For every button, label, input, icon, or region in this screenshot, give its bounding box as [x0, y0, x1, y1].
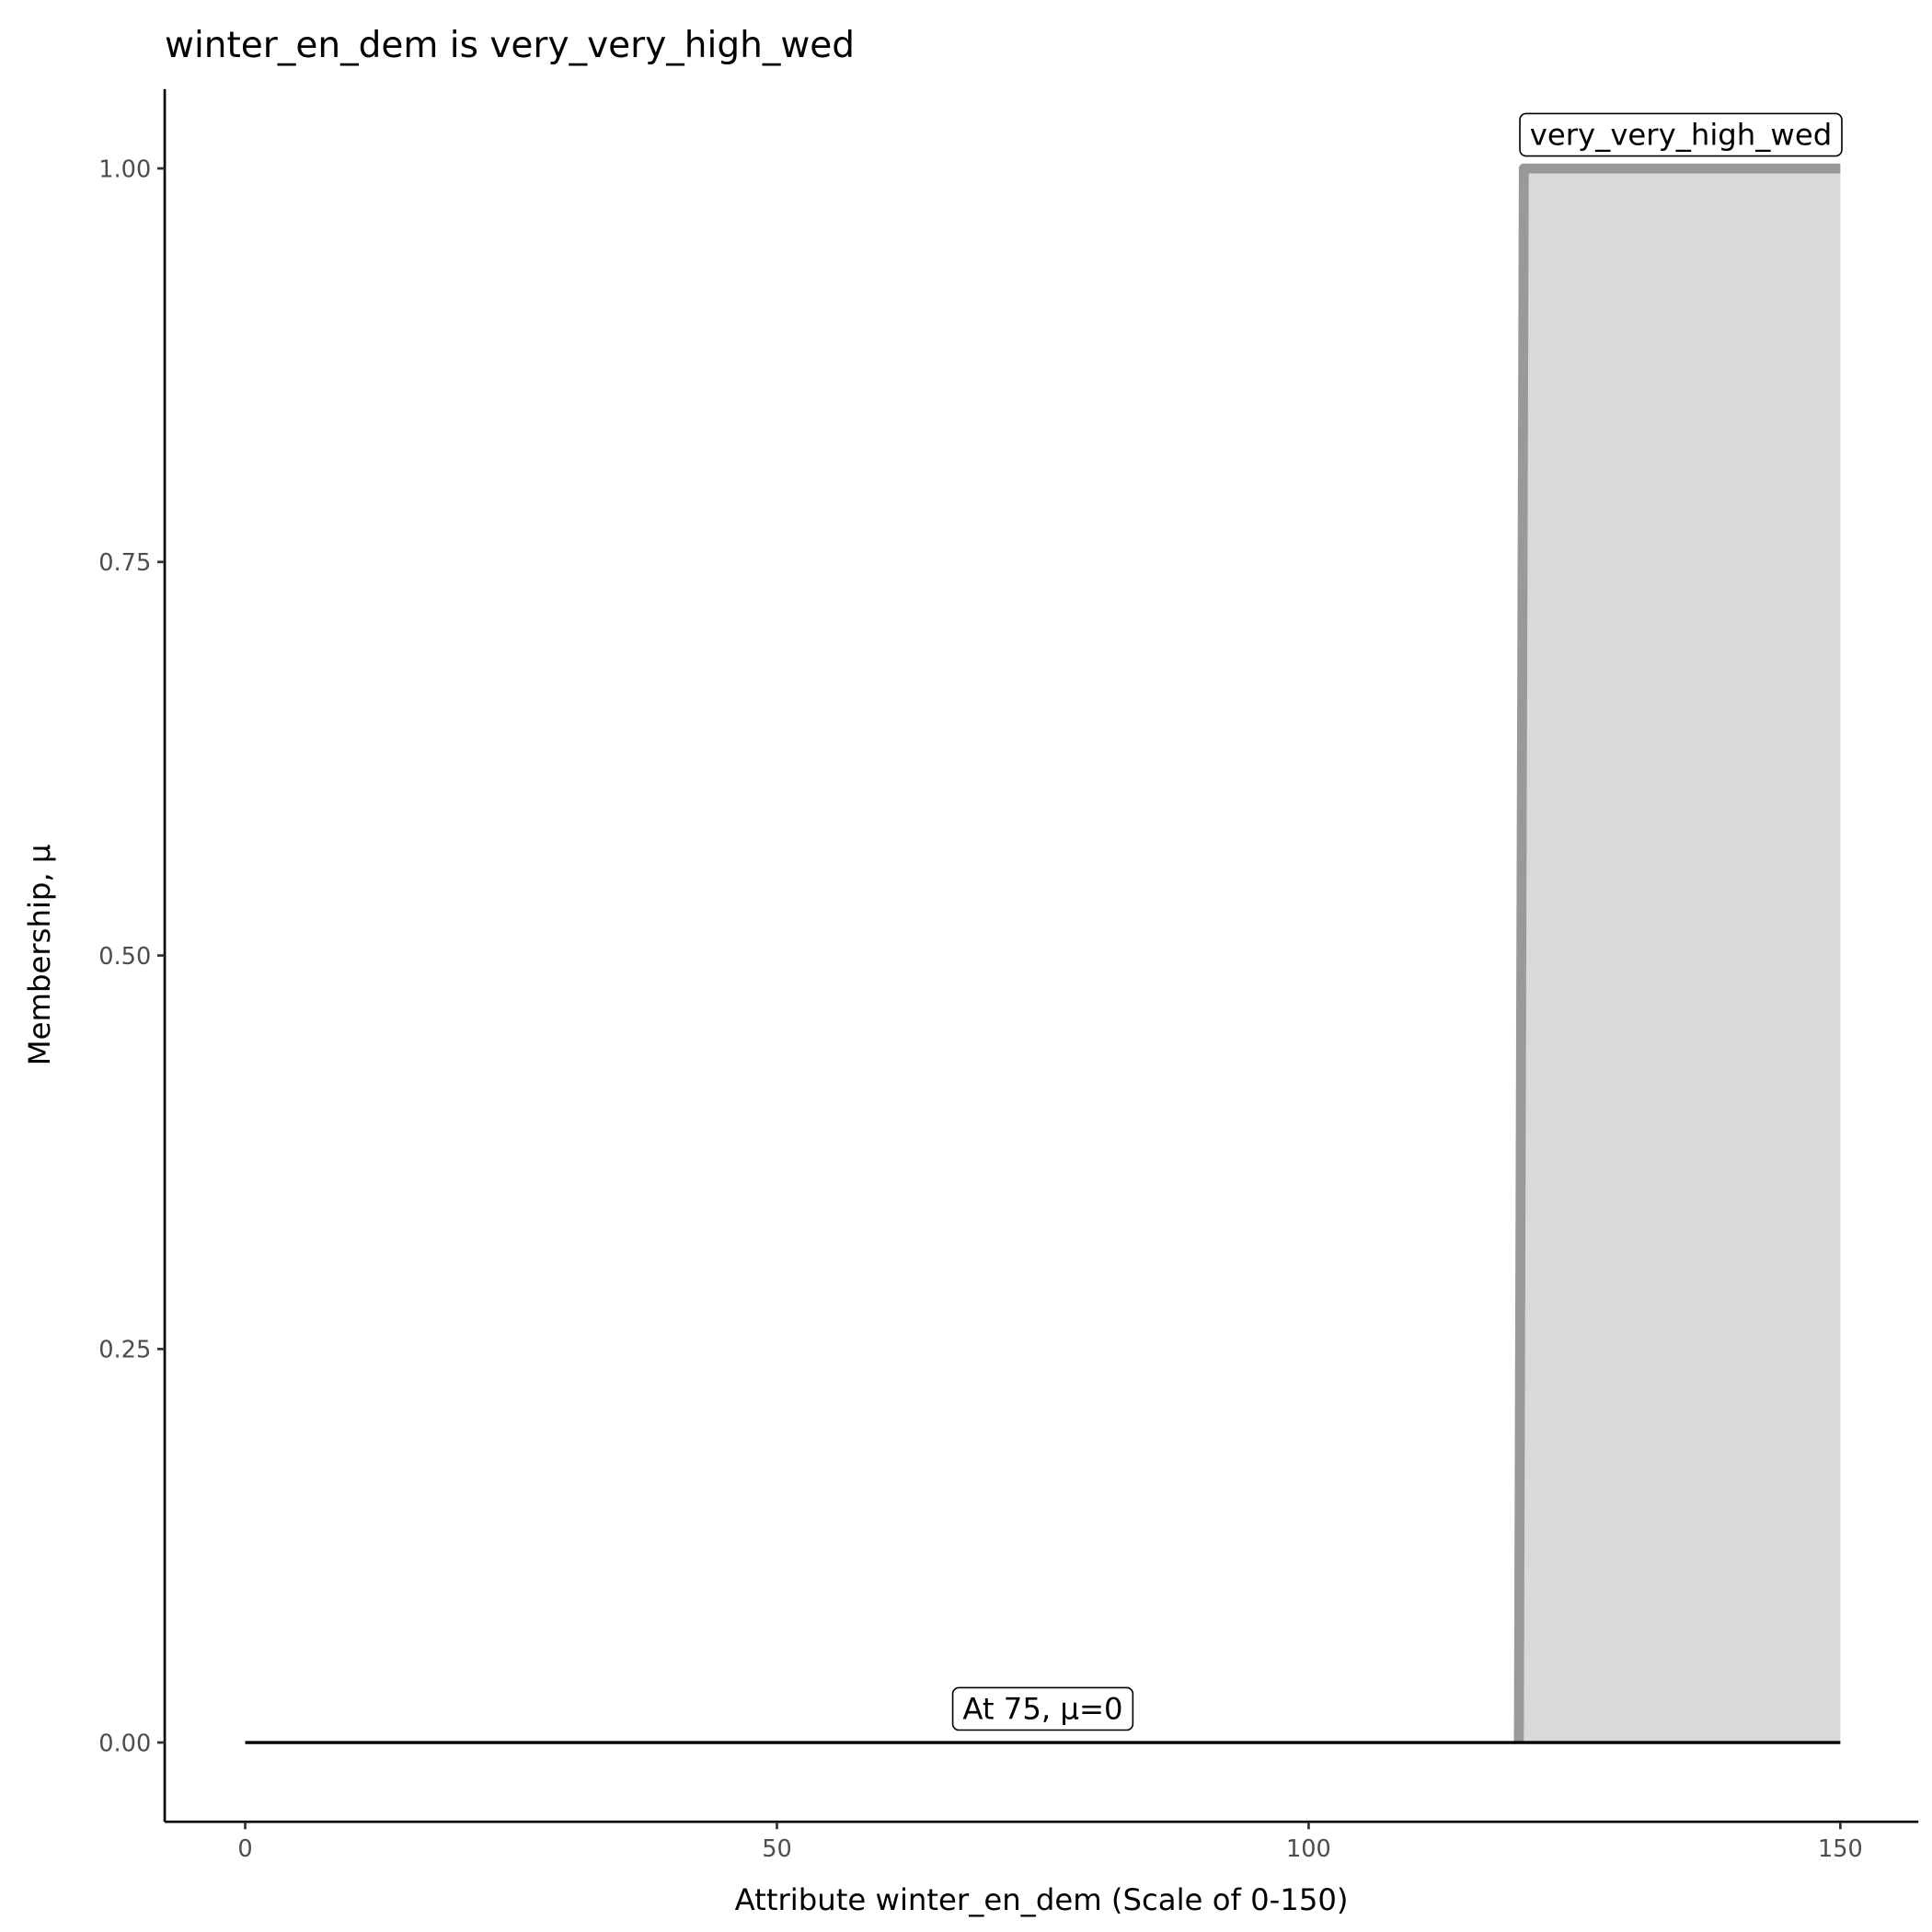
chart-title: winter_en_dem is very_very_high_wed [165, 25, 855, 66]
annotation-label: very_very_high_wed [1519, 112, 1843, 157]
y-ticks: 0.00 0.25 0.50 0.75 1.00 [98, 156, 166, 1757]
annotations: very_very_high_wed At 75, μ=0 [951, 112, 1843, 1731]
x-tick-label: 100 [1286, 1835, 1331, 1863]
annotation-text: At 75, μ=0 [962, 1691, 1122, 1726]
annotation-box [1519, 112, 1843, 157]
y-tick-label: 0.75 [98, 549, 151, 577]
annotation-label: At 75, μ=0 [951, 1686, 1134, 1731]
x-ticks: 0 50 100 150 [237, 1822, 1863, 1863]
annotation-text: very_very_high_wed [1530, 118, 1832, 153]
y-tick-label: 0.25 [98, 1337, 151, 1364]
y-tick-label: 1.00 [98, 156, 151, 184]
x-tick-label: 0 [237, 1835, 252, 1863]
y-tick-label: 0.00 [98, 1730, 151, 1757]
x-tick-label: 50 [762, 1835, 792, 1863]
x-axis-label: Attribute winter_en_dem (Scale of 0-150) [735, 1882, 1349, 1917]
x-tick-label: 150 [1818, 1835, 1863, 1863]
series-line-0 [1513, 163, 1841, 1743]
y-axis-label: Membership, μ [22, 845, 57, 1066]
plot-area [245, 163, 1841, 1744]
y-tick-label: 0.50 [98, 943, 151, 971]
annotation-box [951, 1686, 1134, 1731]
series-area-0 [1521, 168, 1841, 1743]
